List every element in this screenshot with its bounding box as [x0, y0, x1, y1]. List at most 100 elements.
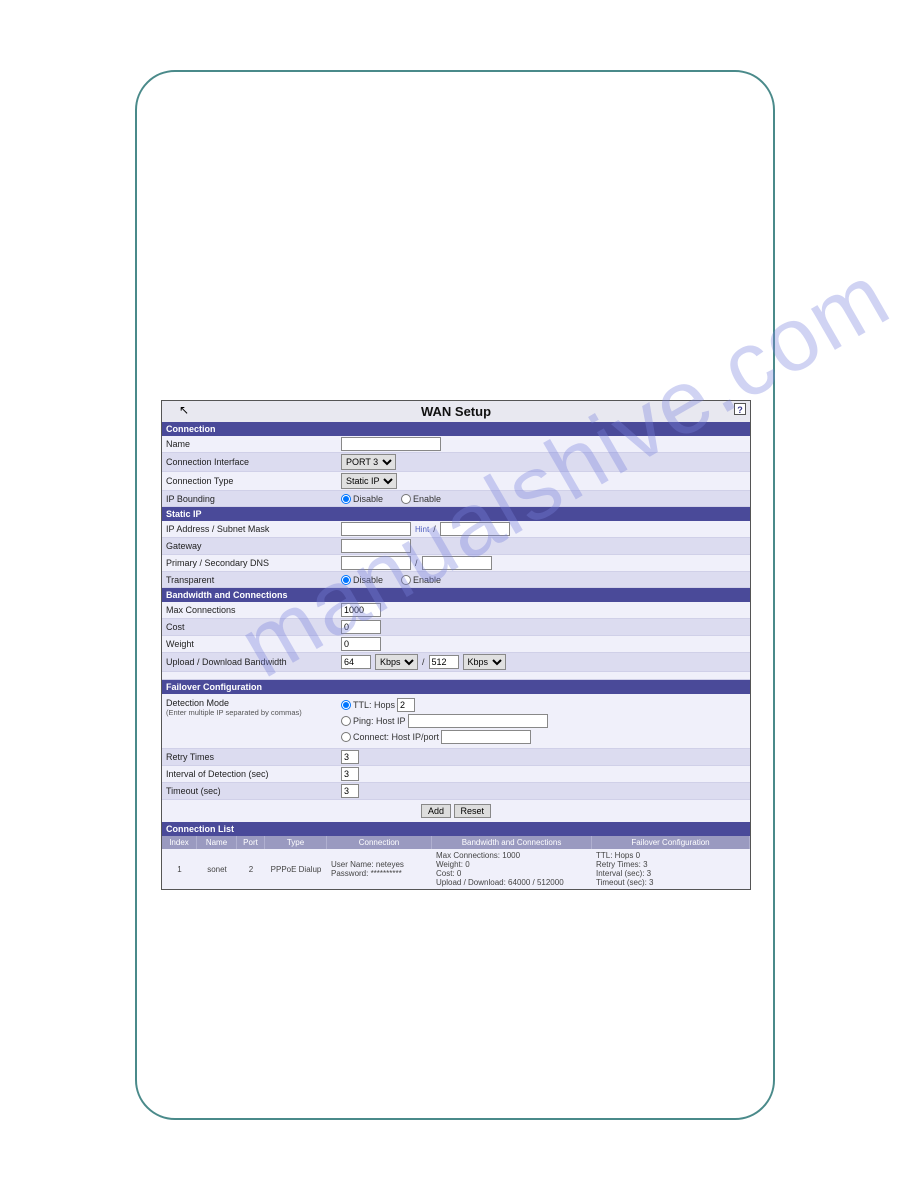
download-input[interactable]	[429, 655, 459, 669]
wan-setup-panel: WAN Setup ? Connection Name Connection I…	[161, 400, 751, 890]
upload-unit-select[interactable]: Kbps	[375, 654, 418, 670]
label-conntype: Connection Type	[166, 476, 341, 486]
cost-input[interactable]	[341, 620, 381, 634]
transparent-disable-radio[interactable]	[341, 575, 351, 585]
upload-input[interactable]	[341, 655, 371, 669]
mask-input[interactable]	[440, 522, 510, 536]
ip-slash: /	[433, 524, 436, 534]
dns-slash: /	[415, 558, 418, 568]
add-button[interactable]: Add	[421, 804, 451, 818]
detection-ping-option[interactable]: Ping: Host IP	[341, 714, 548, 728]
cell-connection: User Name: neteyes Password: **********	[327, 858, 432, 880]
ipbounding-disable-option[interactable]: Disable	[341, 494, 383, 504]
ttl-input[interactable]	[397, 698, 415, 712]
connlist-header-row: Index Name Port Type Connection Bandwidt…	[162, 836, 750, 849]
row-detection: Detection Mode (Enter multiple IP separa…	[162, 694, 750, 749]
row-retry: Retry Times	[162, 749, 750, 766]
col-type: Type	[265, 836, 327, 849]
row-name: Name	[162, 436, 750, 453]
ipbounding-enable-option[interactable]: Enable	[401, 494, 441, 504]
interface-select[interactable]: PORT 3	[341, 454, 396, 470]
ipbounding-enable-radio[interactable]	[401, 494, 411, 504]
label-detection: Detection Mode	[166, 698, 341, 708]
col-index: Index	[162, 836, 197, 849]
cell-type: PPPoE Dialup	[265, 863, 327, 876]
section-header-bandwidth: Bandwidth and Connections	[162, 588, 750, 602]
dns1-input[interactable]	[341, 556, 411, 570]
row-updown: Upload / Download Bandwidth Kbps / Kbps	[162, 653, 750, 672]
row-interval: Interval of Detection (sec)	[162, 766, 750, 783]
label-ipmask: IP Address / Subnet Mask	[166, 524, 341, 534]
row-maxconn: Max Connections	[162, 602, 750, 619]
label-cost: Cost	[166, 622, 341, 632]
label-transparent: Transparent	[166, 575, 341, 585]
label-gateway: Gateway	[166, 541, 341, 551]
detection-connect-radio[interactable]	[341, 732, 351, 742]
label-timeout: Timeout (sec)	[166, 786, 341, 796]
row-transparent: Transparent Disable Enable	[162, 572, 750, 588]
row-conntype: Connection Type Static IP	[162, 472, 750, 491]
col-port: Port	[237, 836, 265, 849]
detection-ttl-radio[interactable]	[341, 700, 351, 710]
cell-port: 2	[237, 863, 265, 876]
help-icon[interactable]: ?	[734, 403, 746, 415]
row-dns: Primary / Secondary DNS /	[162, 555, 750, 572]
ipbounding-disable-radio[interactable]	[341, 494, 351, 504]
label-maxconn: Max Connections	[166, 605, 341, 615]
interval-input[interactable]	[341, 767, 359, 781]
page-title: WAN Setup	[421, 404, 491, 419]
download-unit-select[interactable]: Kbps	[463, 654, 506, 670]
detection-connect-option[interactable]: Connect: Host IP/port	[341, 730, 548, 744]
detection-note: (Enter multiple IP separated by commas)	[166, 708, 341, 717]
maxconn-input[interactable]	[341, 603, 381, 617]
label-weight: Weight	[166, 639, 341, 649]
cell-failover: TTL: Hops 0 Retry Times: 3 Interval (sec…	[592, 849, 750, 889]
row-cost: Cost	[162, 619, 750, 636]
section-header-failover: Failover Configuration	[162, 680, 750, 694]
name-input[interactable]	[341, 437, 441, 451]
col-failover: Failover Configuration	[592, 836, 750, 849]
row-ipbounding: IP Bounding Disable Enable	[162, 491, 750, 507]
conntype-select[interactable]: Static IP	[341, 473, 397, 489]
gateway-input[interactable]	[341, 539, 411, 553]
timeout-input[interactable]	[341, 784, 359, 798]
page-title-row: WAN Setup ?	[162, 401, 750, 422]
label-interface: Connection Interface	[166, 457, 341, 467]
label-dns: Primary / Secondary DNS	[166, 558, 341, 568]
label-ipbounding: IP Bounding	[166, 494, 341, 504]
connlist-row[interactable]: 1 sonet 2 PPPoE Dialup User Name: neteye…	[162, 849, 750, 889]
row-ipmask: IP Address / Subnet Mask Hint /	[162, 521, 750, 538]
transparent-disable-option[interactable]: Disable	[341, 575, 383, 585]
ip-input[interactable]	[341, 522, 411, 536]
reset-button[interactable]: Reset	[454, 804, 492, 818]
ping-input[interactable]	[408, 714, 548, 728]
cell-bandwidth: Max Connections: 1000 Weight: 0 Cost: 0 …	[432, 849, 592, 889]
weight-input[interactable]	[341, 637, 381, 651]
col-bandwidth: Bandwidth and Connections	[432, 836, 592, 849]
label-updown: Upload / Download Bandwidth	[166, 657, 341, 667]
section-header-connection: Connection	[162, 422, 750, 436]
connect-input[interactable]	[441, 730, 531, 744]
row-interface: Connection Interface PORT 3	[162, 453, 750, 472]
transparent-enable-option[interactable]: Enable	[401, 575, 441, 585]
row-timeout: Timeout (sec)	[162, 783, 750, 800]
row-gateway: Gateway	[162, 538, 750, 555]
cell-index: 1	[162, 863, 197, 876]
label-name: Name	[166, 439, 341, 449]
retry-input[interactable]	[341, 750, 359, 764]
section-header-connlist: Connection List	[162, 822, 750, 836]
cell-name: sonet	[197, 863, 237, 876]
label-retry: Retry Times	[166, 752, 341, 762]
ip-hint-link[interactable]: Hint	[415, 525, 429, 534]
spacer-row	[162, 672, 750, 680]
detection-ttl-option[interactable]: TTL: Hops	[341, 698, 548, 712]
section-header-staticip: Static IP	[162, 507, 750, 521]
updown-slash: /	[422, 657, 425, 667]
row-weight: Weight	[162, 636, 750, 653]
detection-ping-radio[interactable]	[341, 716, 351, 726]
dns2-input[interactable]	[422, 556, 492, 570]
button-row: Add Reset	[162, 800, 750, 822]
col-name: Name	[197, 836, 237, 849]
col-connection: Connection	[327, 836, 432, 849]
transparent-enable-radio[interactable]	[401, 575, 411, 585]
